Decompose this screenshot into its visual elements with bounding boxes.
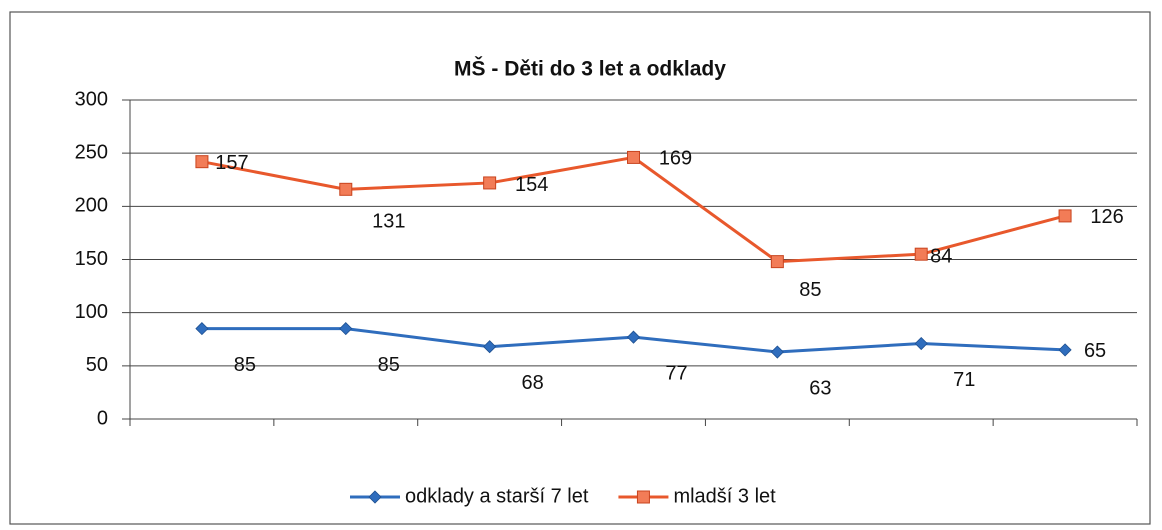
point xyxy=(914,336,928,351)
y-tick-label: 200 xyxy=(75,195,108,217)
data-label: 71 xyxy=(953,369,975,391)
y-tick-label: 100 xyxy=(75,301,108,323)
point xyxy=(770,255,784,269)
y-tick-label: 0 xyxy=(97,407,108,429)
data-label: 157 xyxy=(215,152,248,174)
y-tick-label: 250 xyxy=(75,141,108,163)
point xyxy=(195,322,209,336)
point xyxy=(339,322,353,336)
point xyxy=(195,155,209,169)
point xyxy=(914,247,928,261)
data-label: 126 xyxy=(1090,206,1123,228)
data-label: 84 xyxy=(930,245,952,267)
data-label: 85 xyxy=(378,354,400,376)
legend-label: odklady a starší 7 let xyxy=(405,485,589,507)
data-label: 169 xyxy=(659,148,692,170)
data-label: 68 xyxy=(522,372,544,394)
data-label: 131 xyxy=(372,211,405,233)
point xyxy=(627,150,640,164)
data-label: 77 xyxy=(665,362,687,384)
point xyxy=(483,340,497,354)
chart-title: MŠ - Děti do 3 let a odklady xyxy=(454,57,726,81)
point xyxy=(339,182,353,196)
data-label: 63 xyxy=(809,377,831,399)
legend-label: mladší 3 let xyxy=(673,485,776,507)
point xyxy=(626,330,641,344)
data-label: 154 xyxy=(515,174,548,196)
y-tick-label: 50 xyxy=(86,354,108,376)
legend-marker xyxy=(636,490,650,504)
point xyxy=(1058,343,1072,357)
y-tick-label: 300 xyxy=(75,88,108,110)
point xyxy=(770,345,784,359)
y-tick-label: 150 xyxy=(75,248,108,270)
legend-marker xyxy=(368,490,382,504)
data-label: 65 xyxy=(1084,340,1106,362)
data-label: 85 xyxy=(234,354,256,376)
point xyxy=(483,176,497,190)
chart-border xyxy=(9,11,1151,525)
point xyxy=(1058,209,1072,223)
data-label: 85 xyxy=(799,279,821,301)
